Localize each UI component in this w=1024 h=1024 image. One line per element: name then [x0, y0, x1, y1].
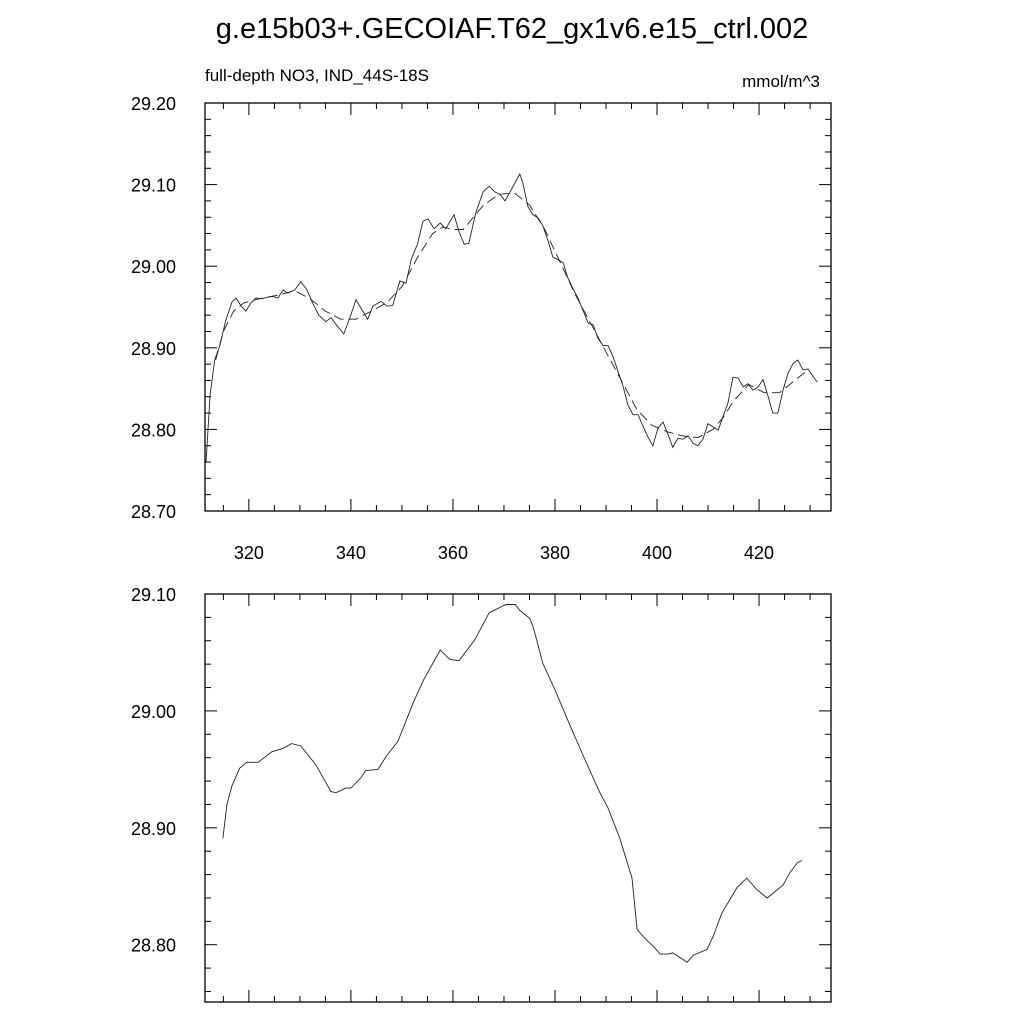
y-tick-label: 29.10 — [131, 585, 176, 605]
top-panel-units-label: mmol/m^3 — [742, 72, 820, 91]
y-tick-label: 29.00 — [131, 257, 176, 277]
y-tick-label: 28.70 — [131, 502, 176, 522]
top-panel-left-label: full-depth NO3, IND_44S-18S — [205, 66, 429, 85]
solid-series-line — [222, 604, 803, 963]
y-tick-label: 29.00 — [131, 702, 176, 722]
x-tick-label: 420 — [744, 543, 774, 563]
x-tick-label: 360 — [438, 543, 468, 563]
top-panel: 320 340 360 380 400 420 28.70 28.80 28.90 29.00 29… — [131, 94, 832, 563]
y-tick-label: 28.90 — [131, 819, 176, 839]
bottom-panel: 28.80 28.90 29.00 29.10 — [131, 585, 832, 1003]
x-tick-label: 400 — [642, 543, 672, 563]
plot-frame — [204, 102, 832, 512]
y-tick-label: 28.90 — [131, 339, 176, 359]
y-tick-label: 29.20 — [131, 94, 176, 114]
y-tick-label: 29.10 — [131, 176, 176, 196]
dashed-series-line — [215, 192, 806, 439]
plot-frame — [204, 593, 832, 1003]
y-tick-label: 28.80 — [131, 936, 176, 956]
x-tick-label: 320 — [234, 543, 264, 563]
figure-title: g.e15b03+.GECOIAF.T62_gx1v6.e15_ctrl.002 — [216, 13, 808, 45]
x-tick-label: 340 — [336, 543, 366, 563]
solid-series-line — [205, 172, 818, 463]
y-tick-label: 28.80 — [131, 420, 176, 440]
x-tick-label: 380 — [540, 543, 570, 563]
